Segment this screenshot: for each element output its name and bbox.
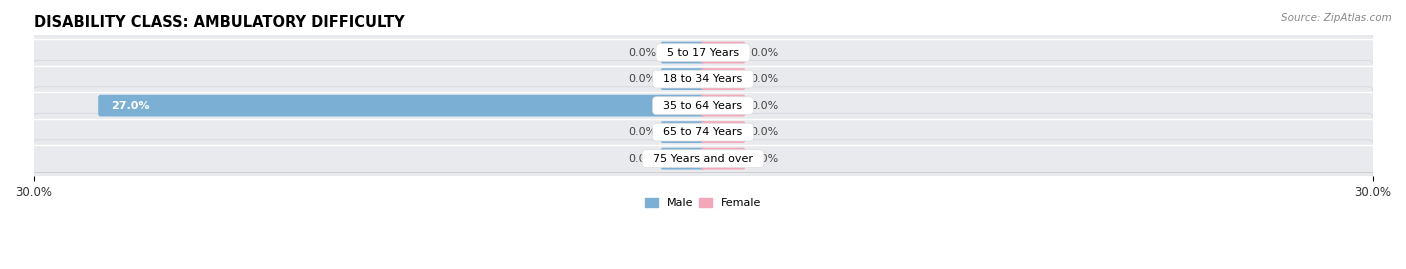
FancyBboxPatch shape [32, 60, 1374, 98]
Text: 75 Years and over: 75 Years and over [645, 154, 761, 164]
FancyBboxPatch shape [700, 148, 745, 169]
Text: 35 to 64 Years: 35 to 64 Years [657, 101, 749, 111]
Text: 5 to 17 Years: 5 to 17 Years [659, 48, 747, 58]
FancyBboxPatch shape [32, 87, 1374, 125]
Text: 0.0%: 0.0% [749, 74, 778, 84]
Text: 0.0%: 0.0% [628, 127, 657, 137]
Text: DISABILITY CLASS: AMBULATORY DIFFICULTY: DISABILITY CLASS: AMBULATORY DIFFICULTY [34, 15, 404, 30]
FancyBboxPatch shape [98, 95, 706, 116]
Text: Source: ZipAtlas.com: Source: ZipAtlas.com [1281, 13, 1392, 23]
FancyBboxPatch shape [700, 68, 745, 90]
FancyBboxPatch shape [32, 34, 1374, 71]
FancyBboxPatch shape [661, 42, 706, 63]
FancyBboxPatch shape [661, 148, 706, 169]
Text: 0.0%: 0.0% [628, 74, 657, 84]
FancyBboxPatch shape [32, 113, 1374, 151]
Text: 0.0%: 0.0% [749, 154, 778, 164]
FancyBboxPatch shape [700, 121, 745, 143]
Legend: Male, Female: Male, Female [640, 193, 766, 213]
FancyBboxPatch shape [700, 42, 745, 63]
Text: 27.0%: 27.0% [111, 101, 150, 111]
Text: 0.0%: 0.0% [749, 48, 778, 58]
Text: 65 to 74 Years: 65 to 74 Years [657, 127, 749, 137]
FancyBboxPatch shape [661, 121, 706, 143]
Text: 0.0%: 0.0% [628, 154, 657, 164]
Text: 18 to 34 Years: 18 to 34 Years [657, 74, 749, 84]
FancyBboxPatch shape [661, 68, 706, 90]
Text: 0.0%: 0.0% [749, 101, 778, 111]
Text: 0.0%: 0.0% [628, 48, 657, 58]
Text: 0.0%: 0.0% [749, 127, 778, 137]
FancyBboxPatch shape [700, 95, 745, 116]
FancyBboxPatch shape [32, 140, 1374, 178]
